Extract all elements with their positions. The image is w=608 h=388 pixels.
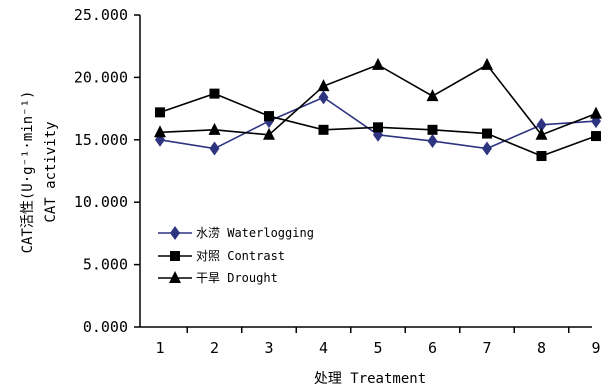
chart-axes <box>139 15 592 328</box>
legend-item: 干旱 Drought <box>158 271 278 285</box>
y-tick-label: 0.000 <box>83 318 128 336</box>
series-triangle <box>154 57 602 140</box>
data-point <box>536 151 547 162</box>
y-tick-label: 15.000 <box>74 131 128 149</box>
series-square <box>155 88 601 162</box>
x-tick-label: 4 <box>319 339 328 357</box>
y-tick-label: 10.000 <box>74 193 128 211</box>
x-tick-label: 5 <box>373 339 382 357</box>
data-point <box>590 106 602 119</box>
y-tick-label: 20.000 <box>74 68 128 86</box>
legend-marker <box>170 251 180 261</box>
x-axis-ticks: 1 2 3 4 5 6 7 8 9 <box>155 327 601 357</box>
data-point <box>591 131 601 142</box>
legend-marker <box>170 226 180 240</box>
data-point <box>427 124 438 135</box>
data-point <box>372 57 384 70</box>
x-tick-label: 1 <box>155 339 164 357</box>
data-point <box>209 141 220 156</box>
data-point <box>536 117 547 132</box>
data-point <box>427 134 438 149</box>
legend-item: 对照 Contrast <box>158 249 285 263</box>
data-point <box>481 57 493 70</box>
data-point <box>318 124 329 135</box>
x-tick-label: 3 <box>264 339 273 357</box>
data-point <box>535 127 548 140</box>
x-tick-label: 6 <box>428 339 437 357</box>
data-point <box>317 79 330 92</box>
data-point <box>482 128 492 139</box>
legend-label: 干旱 Drought <box>196 271 278 285</box>
chart-series <box>154 57 602 162</box>
chart-legend: 水涝 Waterlogging 对照 Contrast 干旱 Drought <box>158 226 314 285</box>
y-axis-title-line1: CAT活性(U·g⁻¹·min⁻¹) <box>20 91 36 254</box>
data-point <box>482 141 492 156</box>
x-tick-label: 2 <box>210 339 219 357</box>
y-tick-label: 5.000 <box>83 256 128 274</box>
data-point <box>209 88 220 99</box>
data-point <box>373 122 383 133</box>
y-axis-ticks: 0.000 5.000 10.000 15.000 20.000 25.000 <box>74 6 140 336</box>
data-point <box>318 90 329 105</box>
x-tick-label: 8 <box>537 339 546 357</box>
legend-label: 水涝 Waterlogging <box>196 226 314 240</box>
data-point <box>263 127 275 140</box>
x-tick-label: 7 <box>482 339 491 357</box>
legend-item: 水涝 Waterlogging <box>158 226 314 240</box>
data-point <box>155 107 165 118</box>
legend-marker <box>169 271 181 283</box>
data-point <box>208 122 221 135</box>
data-point <box>264 111 274 122</box>
y-tick-label: 25.000 <box>74 6 128 24</box>
data-point <box>154 125 166 138</box>
y-axis-title-line2: CAT activity <box>43 121 59 222</box>
x-axis-title: 处理 Treatment <box>314 371 426 387</box>
data-point <box>426 89 439 102</box>
x-tick-label: 9 <box>591 339 600 357</box>
legend-label: 对照 Contrast <box>196 249 285 263</box>
